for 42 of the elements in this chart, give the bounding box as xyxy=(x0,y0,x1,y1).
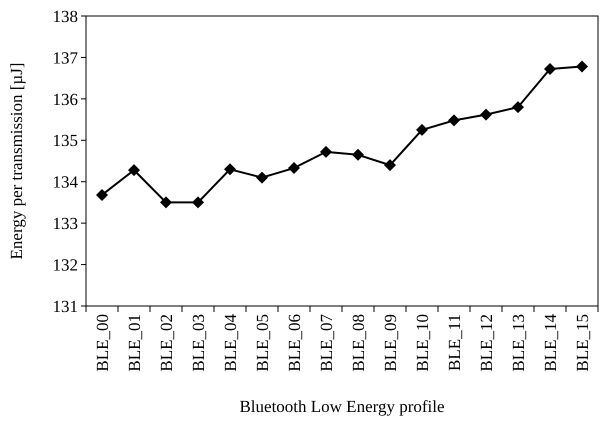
x-tick-label: BLE_01 xyxy=(124,314,144,372)
x-tick-label: BLE_14 xyxy=(540,314,560,372)
x-tick-label: BLE_10 xyxy=(412,314,432,372)
point xyxy=(320,146,332,158)
x-tick-label: BLE_07 xyxy=(316,314,336,372)
y-tick-label: 133 xyxy=(52,214,78,234)
y-tick-label: 135 xyxy=(52,131,78,150)
point xyxy=(512,101,524,114)
x-axis-title: Bluetooth Low Energy profile xyxy=(239,397,445,416)
x-tick-label: BLE_00 xyxy=(92,314,112,372)
point xyxy=(288,162,300,174)
x-tick-label: BLE_03 xyxy=(188,314,208,372)
point xyxy=(384,159,396,172)
x-tick-label: BLE_12 xyxy=(476,314,496,372)
point xyxy=(192,196,204,208)
point xyxy=(576,60,588,73)
y-tick-label: 131 xyxy=(52,296,78,316)
point xyxy=(96,188,108,201)
x-tick-label: BLE_13 xyxy=(508,314,528,372)
point xyxy=(480,108,492,121)
point xyxy=(256,172,268,184)
x-tick-label: BLE_09 xyxy=(380,314,400,372)
point xyxy=(352,148,364,161)
point xyxy=(128,164,140,176)
y-tick-label: 134 xyxy=(52,172,78,192)
y-tick-label: 136 xyxy=(52,90,78,109)
y-tick-label: 137 xyxy=(52,48,78,68)
x-tick-label: BLE_11 xyxy=(444,314,464,371)
x-tick-label: BLE_02 xyxy=(156,314,176,372)
y-axis-title: Energy per transmission [µJ] xyxy=(7,62,26,260)
x-tick-label: BLE_05 xyxy=(252,314,272,372)
y-tick-label: 132 xyxy=(52,256,78,275)
point xyxy=(160,196,172,208)
point xyxy=(544,63,556,76)
x-tick-label: BLE_08 xyxy=(348,314,368,372)
x-tick-label: BLE_04 xyxy=(220,314,240,372)
x-tick-label: BLE_15 xyxy=(572,314,592,372)
x-tick-label: BLE_06 xyxy=(284,314,304,372)
point xyxy=(224,163,236,176)
point xyxy=(448,114,460,126)
y-tick-label: 138 xyxy=(52,6,78,26)
point xyxy=(416,124,428,136)
